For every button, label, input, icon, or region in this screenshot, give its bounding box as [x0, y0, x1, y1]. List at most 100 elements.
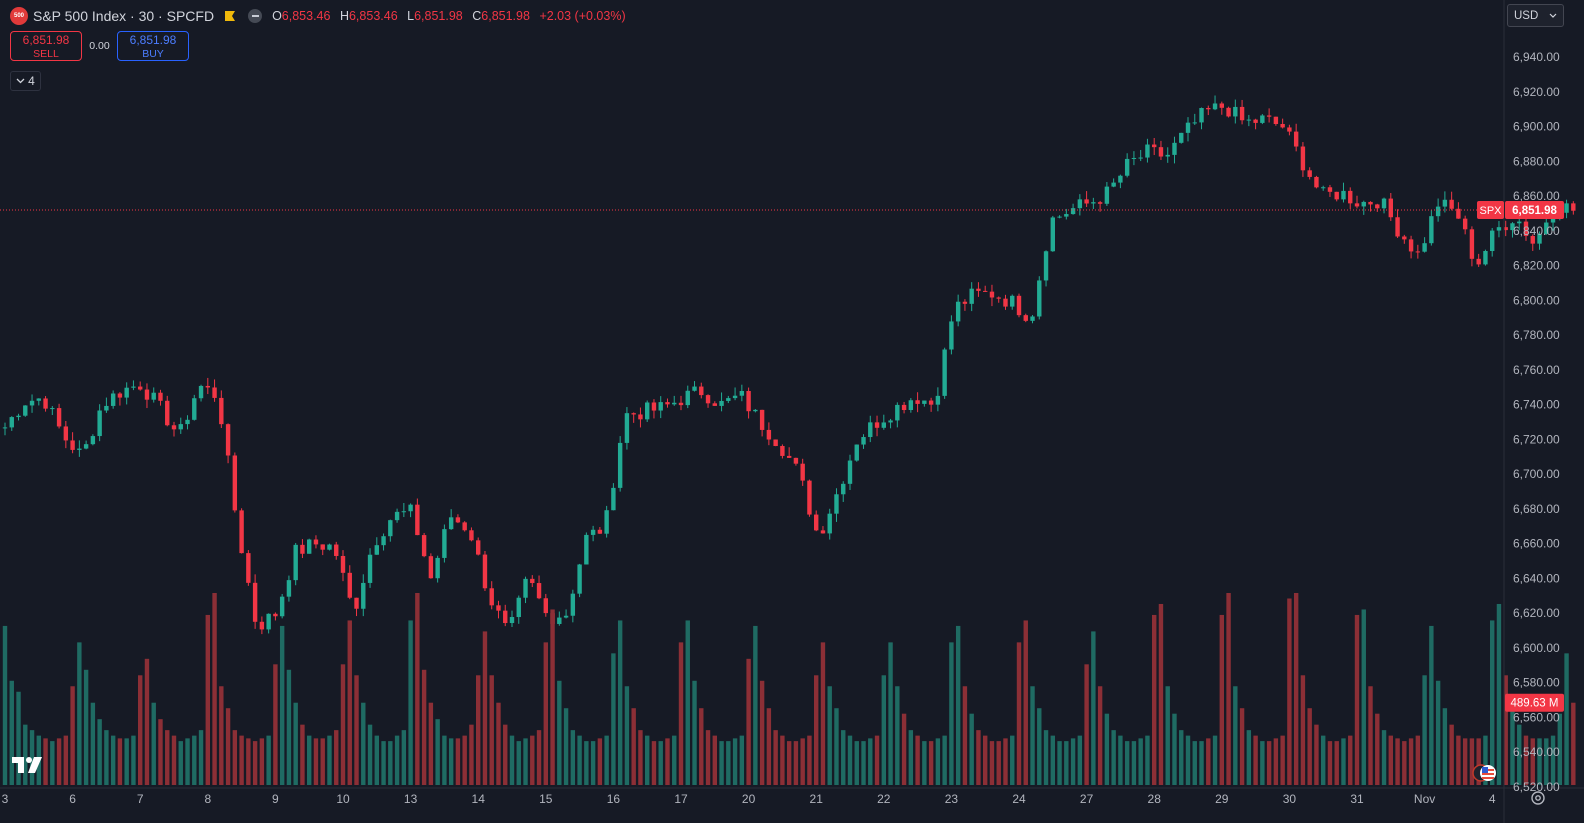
candle-body: [1152, 144, 1157, 148]
volume-bar: [955, 625, 961, 785]
candle-body: [90, 436, 96, 445]
candle-body: [1361, 201, 1366, 207]
volume-bar: [611, 653, 616, 785]
candle-body: [807, 480, 812, 515]
ohlc-close-value: 6,851.98: [481, 9, 530, 23]
candle-body: [361, 582, 366, 609]
candle-body: [1341, 190, 1346, 200]
candle-body: [645, 402, 650, 420]
price-tick-label: 6,820.00: [1513, 259, 1560, 273]
us-flag-icon[interactable]: [1471, 762, 1501, 784]
volume-bar: [983, 735, 988, 785]
volume-bar: [1368, 686, 1373, 785]
candle-body: [1388, 198, 1393, 218]
currency-select[interactable]: USD: [1507, 4, 1564, 27]
volume-bar: [279, 625, 285, 785]
volume-bar: [719, 741, 724, 785]
currency-value: USD: [1514, 9, 1539, 22]
symbol-title[interactable]: S&P 500 Index · 30 · SPCFD: [33, 8, 215, 24]
volume-bar: [1104, 713, 1110, 785]
ohlc-change: +2.03 (+0.03%): [539, 9, 626, 23]
volume-bar: [381, 741, 386, 785]
candle-body: [286, 580, 292, 597]
candle-body: [577, 564, 582, 594]
volume-bar: [1462, 738, 1468, 785]
volume-bar: [543, 642, 548, 785]
chevron-down-icon: [16, 78, 25, 84]
buy-label: BUY: [142, 48, 164, 60]
candle-body: [496, 605, 501, 611]
volume-bar: [699, 708, 704, 785]
volume-bar: [205, 614, 210, 785]
candle-body: [192, 398, 197, 420]
candle-body: [374, 545, 379, 555]
candle-body: [1273, 116, 1279, 125]
volume-bar: [773, 730, 778, 785]
volume-bar: [273, 664, 278, 785]
tradingview-logo-icon[interactable]: [12, 755, 46, 775]
time-tick-label: 10: [336, 792, 350, 806]
candle-body: [1206, 108, 1211, 110]
sell-button[interactable]: 6,851.98 SELL: [10, 31, 82, 61]
volume-bar: [895, 686, 900, 785]
candle-body: [9, 417, 14, 428]
candle-body: [1131, 157, 1137, 159]
volume-bar: [780, 735, 785, 785]
market-status-icon[interactable]: [248, 9, 263, 23]
volume-bar: [1435, 680, 1441, 785]
volume-bar: [1145, 735, 1150, 785]
time-tick-label: 4: [1489, 792, 1496, 806]
volume-bar: [1348, 735, 1353, 785]
volume-bar: [1381, 730, 1387, 785]
flag-icon[interactable]: [224, 10, 236, 22]
candle-body: [212, 387, 217, 398]
candle-body: [1057, 216, 1062, 218]
candle-body: [1280, 124, 1285, 128]
volume-bar: [584, 741, 589, 785]
volume-bar: [151, 702, 156, 785]
candle-body: [1253, 119, 1258, 123]
candle-body: [1199, 108, 1204, 123]
volume-bar: [1429, 625, 1434, 785]
volume-bar: [1307, 708, 1312, 785]
volume-bar: [577, 735, 582, 785]
candle-body: [1307, 170, 1312, 177]
candle-body: [746, 390, 751, 412]
volume-bar: [1097, 686, 1103, 785]
volume-bar: [1361, 609, 1366, 785]
candle-body: [665, 402, 670, 405]
candle-body: [1314, 176, 1319, 188]
buy-button[interactable]: 6,851.98 BUY: [117, 31, 189, 61]
volume-bar: [110, 735, 116, 785]
volume-bar: [1003, 738, 1008, 785]
volume-bar: [1206, 738, 1211, 785]
volume-bar: [563, 708, 569, 785]
ohlc-close-key: C: [472, 9, 482, 23]
candle-body: [1496, 227, 1502, 231]
candle-body: [313, 539, 319, 545]
volume-bar: [1422, 675, 1427, 785]
ohlc-values: O6,853.46 H6,853.46 L6,851.98 C6,851.98 …: [272, 9, 632, 23]
ohlc-open-value: 6,853.46: [281, 9, 331, 23]
volume-bar: [1476, 738, 1481, 785]
volume-bar: [104, 730, 109, 785]
volume-bar: [394, 735, 400, 785]
settings-gear-icon[interactable]: [1529, 789, 1547, 807]
volume-bar: [1300, 675, 1306, 785]
volume-bar: [935, 738, 941, 785]
candle-body: [334, 544, 339, 556]
candle-body: [1172, 142, 1177, 155]
candle-body: [996, 297, 1001, 299]
volume-bar: [908, 730, 914, 785]
indicators-toggle-button[interactable]: 4: [10, 71, 41, 91]
symbol-tag-label: SPX: [1479, 205, 1502, 217]
candle-body: [1145, 144, 1150, 158]
last-price-label: 6,851.98: [1512, 205, 1557, 217]
indicators-count: 4: [28, 74, 35, 88]
candle-body: [435, 557, 440, 579]
candle-body: [1064, 214, 1069, 217]
volume-bar: [928, 741, 934, 785]
candle-body: [1483, 251, 1488, 265]
